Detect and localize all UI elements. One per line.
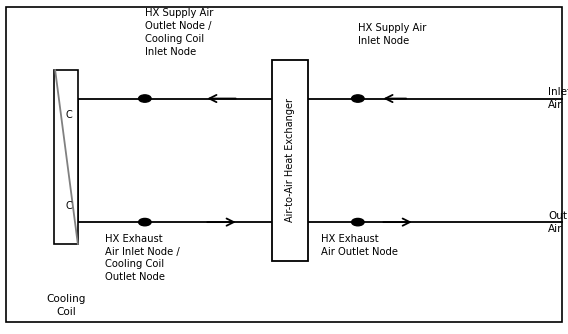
Text: Inlet
Air: Inlet Air [548,87,568,110]
Circle shape [352,218,364,226]
Circle shape [352,95,364,102]
Bar [54,70,78,244]
Text: C: C [65,201,72,211]
Text: Cooling
Coil: Cooling Coil [46,294,86,317]
Text: Outlet
Air: Outlet Air [548,211,568,233]
Text: HX Supply Air
Inlet Node: HX Supply Air Inlet Node [358,23,426,46]
Text: HX Supply Air
Outlet Node /
Cooling Coil
Inlet Node: HX Supply Air Outlet Node / Cooling Coil… [145,8,213,57]
Text: Air-to-Air Heat Exchanger: Air-to-Air Heat Exchanger [285,98,295,222]
Text: HX Exhaust
Air Outlet Node: HX Exhaust Air Outlet Node [321,234,398,257]
Circle shape [139,95,151,102]
Text: C: C [65,110,72,120]
Bar [272,60,308,261]
Circle shape [139,218,151,226]
Text: HX Exhaust
Air Inlet Node /
Cooling Coil
Outlet Node: HX Exhaust Air Inlet Node / Cooling Coil… [105,234,180,282]
